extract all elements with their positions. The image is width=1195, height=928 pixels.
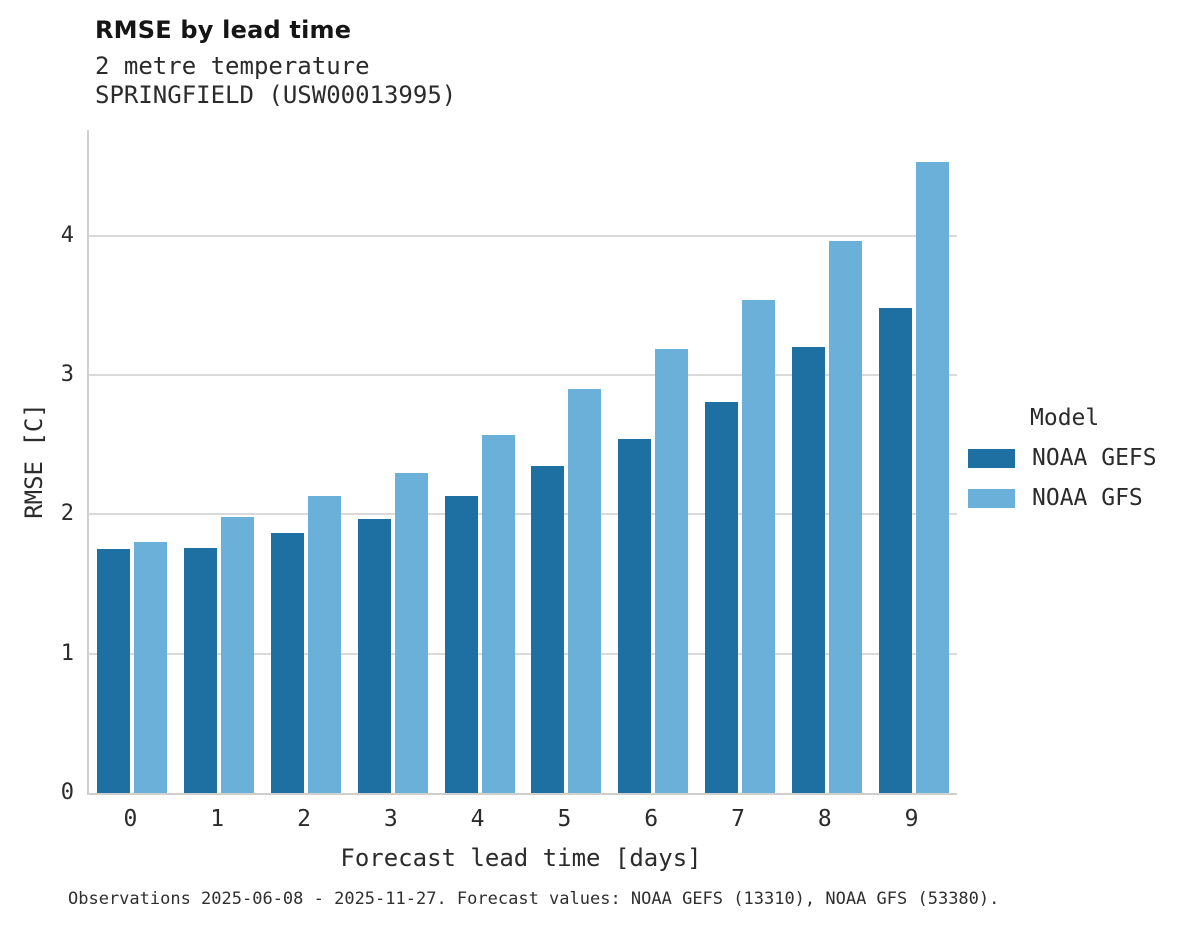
x-tick-label-2: 2 (297, 806, 311, 832)
y-gridline-4 (89, 234, 957, 237)
bar-noaa-gefs-lead-6 (618, 439, 652, 793)
x-tick-label-9: 9 (904, 806, 919, 832)
bar-noaa-gefs-lead-3 (357, 518, 391, 793)
y-tick-label-4: 4 (60, 222, 74, 248)
bar-noaa-gfs-lead-4 (481, 435, 515, 793)
caption: Observations 2025-06-08 - 2025-11-27. Fo… (68, 889, 1000, 909)
legend-title: Model (1030, 405, 1100, 431)
x-tick-label-4: 4 (470, 806, 485, 832)
bar-noaa-gefs-lead-8 (791, 347, 825, 793)
chart-title: RMSE by lead time (95, 16, 352, 44)
bar-noaa-gefs-lead-0 (97, 549, 131, 793)
bar-noaa-gfs-lead-6 (655, 348, 689, 793)
bar-noaa-gfs-lead-5 (568, 389, 602, 793)
x-tick-label-0: 0 (123, 806, 138, 832)
y-gridline-2 (89, 513, 957, 516)
bar-noaa-gefs-lead-5 (531, 465, 565, 793)
bar-noaa-gfs-lead-1 (221, 517, 255, 793)
legend: Model NOAA GEFS NOAA GFS (968, 405, 1157, 511)
bar-noaa-gfs-lead-0 (134, 542, 168, 793)
chart-station: SPRINGFIELD (USW00013995) (95, 81, 457, 109)
legend-label-gefs: NOAA GEFS (1032, 445, 1157, 471)
y-tick-label-0: 0 (60, 780, 74, 805)
plot-area (87, 130, 957, 795)
bar-noaa-gfs-lead-7 (742, 299, 775, 793)
x-tick-label-3: 3 (383, 806, 398, 832)
x-tick-label-1: 1 (210, 806, 225, 832)
y-gridline-1 (89, 652, 957, 655)
bar-noaa-gfs-lead-8 (828, 241, 862, 793)
x-tick-label-7: 7 (731, 806, 745, 832)
bar-noaa-gfs-lead-3 (394, 472, 428, 793)
x-axis-label: Forecast lead time [days] (340, 844, 702, 872)
y-gridline-3 (89, 374, 957, 377)
bar-noaa-gfs-lead-9 (915, 162, 949, 793)
bar-noaa-gefs-lead-7 (705, 401, 738, 793)
bar-noaa-gefs-lead-4 (444, 496, 478, 793)
x-tick-label-5: 5 (557, 806, 572, 832)
legend-swatch-gefs-icon (968, 448, 1015, 468)
y-tick-label-3: 3 (60, 362, 74, 388)
x-tick-label-8: 8 (817, 806, 832, 832)
legend-swatch-gfs-icon (968, 488, 1015, 508)
bar-noaa-gefs-lead-1 (184, 547, 218, 793)
bar-noaa-gefs-lead-2 (271, 532, 304, 793)
legend-label-gfs: NOAA GFS (1032, 485, 1143, 511)
bar-noaa-gefs-lead-9 (878, 308, 912, 793)
bar-noaa-gfs-lead-2 (308, 496, 341, 793)
x-tick-label-6: 6 (644, 806, 659, 832)
y-tick-label-2: 2 (60, 501, 74, 527)
legend-item-noaa-gefs: NOAA GEFS (968, 445, 1157, 471)
legend-item-noaa-gfs: NOAA GFS (968, 485, 1157, 511)
chart-subtitle: 2 metre temperature (95, 52, 370, 80)
y-tick-label-1: 1 (60, 640, 74, 666)
